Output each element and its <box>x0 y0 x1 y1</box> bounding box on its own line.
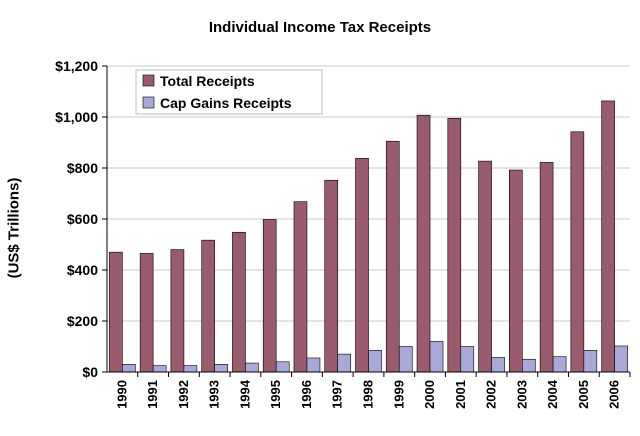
bar-total-receipts-1994 <box>232 231 246 373</box>
y-tick-label: $1,000 <box>55 109 98 125</box>
bar-total-receipts-2003 <box>509 169 523 373</box>
bar-total-receipts-1993 <box>201 239 215 373</box>
x-tick-label: 2004 <box>545 379 560 409</box>
y-tick-label: $200 <box>67 313 98 329</box>
bar-cap-gains-receipts-2006 <box>614 345 628 373</box>
y-tick-label: $1,200 <box>55 58 98 74</box>
axes <box>102 65 631 377</box>
bar-total-receipts-1998 <box>355 158 369 373</box>
x-tick-label: 2005 <box>576 380 591 409</box>
bar-total-receipts-2000 <box>416 114 431 373</box>
bar-cap-gains-receipts-1995 <box>275 361 290 373</box>
x-tick-label: 2000 <box>422 380 437 409</box>
bar-total-receipts-2005 <box>570 131 585 373</box>
bar-cap-gains-receipts-1996 <box>306 357 321 373</box>
tick-labels: $0 $200 $400 $600 $800 $1,000 $1,200 1990 1991 19… <box>55 58 621 409</box>
bar-cap-gains-receipts-1991 <box>152 365 167 373</box>
bar-cap-gains-receipts-1999 <box>398 346 413 373</box>
bar-cap-gains-receipts-1994 <box>245 362 259 373</box>
chart-title: Individual Income Tax Receipts <box>208 19 432 36</box>
x-tick-label: 2002 <box>484 380 499 409</box>
x-tick-label: 2006 <box>607 380 622 409</box>
x-tick-label: 1996 <box>299 380 314 409</box>
bar-cap-gains-receipts-2002 <box>491 357 505 373</box>
x-tick-label: 2003 <box>514 380 529 409</box>
x-tick-label: 1990 <box>114 380 129 409</box>
bar-cap-gains-receipts-2003 <box>522 358 536 373</box>
bar-cap-gains-receipts-2004 <box>552 356 567 373</box>
bar-cap-gains-receipts-1993 <box>214 364 228 373</box>
bar-cap-gains-receipts-1997 <box>337 353 352 373</box>
bar-cap-gains-receipts-1992 <box>183 365 198 373</box>
bar-cap-gains-receipts-2005 <box>583 350 598 373</box>
y-tick-label: $600 <box>67 211 98 227</box>
bar-cap-gains-receipts-1990 <box>122 364 136 373</box>
bar-cap-gains-receipts-2001 <box>460 346 475 373</box>
x-tick-label: 1998 <box>361 380 376 409</box>
bar-cap-gains-receipts-2000 <box>429 341 444 373</box>
y-tick-label: $800 <box>67 160 98 176</box>
x-tick-label: 1994 <box>237 379 252 409</box>
legend-box <box>135 69 323 115</box>
bar-cap-gains-receipts-1998 <box>368 350 382 373</box>
bar-total-receipts-1999 <box>385 140 400 373</box>
bar-total-receipts-1992 <box>170 249 185 373</box>
bar-total-receipts-1995 <box>262 219 277 373</box>
y-tick-label: $400 <box>67 262 98 278</box>
legend-label-cap-gains-receipts: Cap Gains Receipts <box>160 95 292 111</box>
x-tick-label: 1997 <box>330 380 345 409</box>
x-tick-label: 1991 <box>145 380 160 409</box>
x-tick-label: 1995 <box>268 380 283 409</box>
x-tick-label: 1999 <box>391 380 406 409</box>
bars <box>109 100 628 373</box>
x-tick-label: 1992 <box>176 380 191 409</box>
bar-total-receipts-1991 <box>139 253 154 373</box>
legend-label-total-receipts: Total Receipts <box>160 73 255 89</box>
y-tick-label: $0 <box>82 364 98 380</box>
x-tick-label: 2001 <box>453 380 468 409</box>
legend-swatch-total-receipts <box>142 74 155 87</box>
bar-total-receipts-1996 <box>293 201 308 373</box>
bar-total-receipts-1990 <box>109 251 123 373</box>
x-tick-label: 1993 <box>207 380 222 409</box>
legend: Total Receipts Cap Gains Receipts <box>135 69 323 115</box>
legend-swatch-cap-gains-receipts <box>142 96 155 109</box>
bar-total-receipts-2002 <box>478 160 492 373</box>
bar-total-receipts-2006 <box>601 100 615 373</box>
bar-total-receipts-1997 <box>324 179 339 373</box>
bar-total-receipts-2004 <box>539 162 554 373</box>
bar-total-receipts-2001 <box>447 117 462 373</box>
